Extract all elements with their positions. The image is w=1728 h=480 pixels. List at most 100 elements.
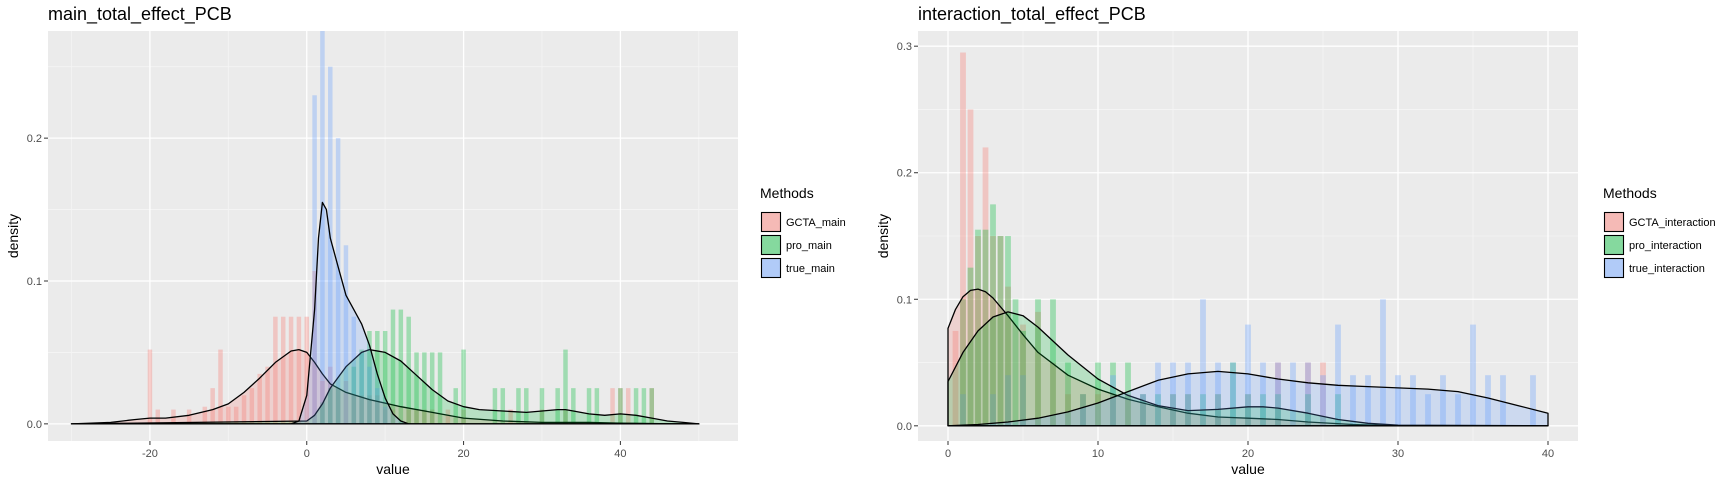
density-area-pro_interaction [948,311,1548,426]
histogram-bar-GCTA_main [288,316,294,424]
legend-label-pro_interaction: pro_interaction [1629,240,1702,252]
legend-label-GCTA_main: GCTA_main [786,217,846,229]
histogram-bar-true_interaction [1425,394,1431,426]
histogram-bar-true_interaction [1215,362,1221,426]
legend-label-true_main: true_main [786,263,835,275]
histogram-bar-pro_main [359,349,364,424]
histogram-bar-pro_main [406,316,411,424]
y-tick-label: 0.1 [27,276,42,288]
histogram-bar-GCTA_interaction [1110,394,1116,426]
legend: Methods GCTA_interaction pro_interactiontr… [1603,185,1716,279]
histogram-bar-true_main [312,95,317,424]
x-tick-label: 0 [945,448,951,460]
y-axis-label: density [5,214,21,258]
histogram-bar-GCTA_interaction [1275,362,1281,426]
histogram-bar-GCTA_interaction [1305,362,1311,426]
y-tick-label: 0.2 [897,168,912,180]
histogram-bar-GCTA_main [202,406,208,424]
histogram-bar-GCTA_main [210,388,215,424]
x-tick-label: 10 [1092,448,1104,460]
histogram-bar-pro_main [453,388,458,424]
chart-panel-1: -20 0 20 40 0.0 0.1 0.2 main_total_effect_PCBva… [5,4,846,477]
density-line-GCTA_main [70,348,700,425]
histogram-bar-true_interaction [1290,362,1296,426]
histogram-bar-pro_interaction [1065,362,1071,426]
histogram-bar-GCTA_main [429,409,435,424]
y-tick-label: 0.3 [897,41,912,53]
legend-label-pro_main: pro_main [786,240,832,252]
histogram-bar-GCTA_main [233,406,239,424]
histogram-bar-pro_main [398,309,404,424]
histogram-bar-GCTA_interaction [960,52,966,426]
histogram-bar-pro_main [641,388,647,424]
histogram-bar-pro_main [563,349,568,424]
histogram-bar-true_interaction [1455,394,1461,426]
legend-key-bg [761,212,781,232]
density-area-pro_main [71,349,699,424]
histogram-bar-GCTA_main [351,395,357,424]
histogram-bar-pro_interaction [967,267,974,426]
density-area-GCTA_main [71,349,699,424]
histogram-bar-GCTA_interaction [982,147,989,426]
histogram-bar-GCTA_interaction [1005,286,1011,426]
histogram-bar-pro_interaction [1012,299,1019,426]
y-axis-label: density [875,214,891,258]
histogram-bar-GCTA_interaction [1245,394,1251,426]
histogram-bar-true_interaction [1410,375,1416,426]
histogram-bar-pro_interaction [982,229,989,426]
histogram-bar-true_interaction [990,394,996,426]
histogram-bar-GCTA_main [406,409,411,424]
legend-key-bg [1604,212,1624,232]
legend-key-bg [1604,235,1624,255]
histogram-bar-pro_main [461,349,466,424]
x-axis-label: value [1231,461,1265,477]
histogram-bar-pro_interaction [1050,299,1056,426]
histogram-bar-true_interaction [1080,394,1086,426]
histogram-bar-pro_main [429,352,435,424]
histogram-bar-GCTA_interaction [967,109,974,426]
histogram-bar-pro_main [382,331,388,424]
histogram-bar-GCTA_main [414,409,419,424]
histogram-bar-true_interaction [1350,375,1356,426]
y-tick-label: 0.1 [897,294,912,306]
histogram-bar-pro_interaction [975,229,981,426]
x-tick-label: 40 [1542,448,1554,460]
histogram-bar-pro_interaction [1275,394,1281,426]
legend-swatch-GCTA_main [760,211,782,233]
histogram-bar-GCTA_main [241,395,247,424]
histogram-bar-pro_interaction [1260,394,1266,426]
histogram-bar-pro_main [571,388,576,424]
histogram-bar-true_main [335,138,341,424]
histogram-bar-true_interaction [1005,375,1011,426]
legend-key-bg [761,258,781,278]
histogram-bar-pro_interaction [1095,362,1101,426]
y-tick-label: 0.0 [897,421,912,433]
histogram-bar-GCTA_main [445,409,451,424]
histogram-bar-GCTA_interaction [1125,394,1131,426]
histogram-bar-pro_interaction [1305,394,1311,426]
legend-label-true_interaction: true_interaction [1629,263,1705,275]
histogram-bar-true_interaction [1275,362,1281,426]
density-area-true_interaction [948,371,1548,426]
histogram-bar-pro_main [500,388,506,424]
chart-title: interaction_total_effect_PCB [918,4,1146,25]
y-tick-label: 0.2 [27,133,42,145]
histogram-bar-true_interaction [1395,375,1401,426]
histogram-bar-true_interaction [1260,362,1266,426]
legend: Methods GCTA_main pro_main true_main [760,185,846,279]
histogram-bar-true_interaction [1320,375,1326,426]
x-tick-label: 20 [1242,448,1254,460]
histogram-bar-GCTA_main [461,409,466,424]
histogram-bar-pro_main [422,352,427,424]
histogram-bar-true_main [351,316,357,424]
histogram-bar-GCTA_interaction [1035,311,1041,426]
legend-swatch-true_main [760,257,782,279]
histogram-bar-GCTA_main [304,316,309,424]
histogram-bar-GCTA_main [625,388,631,424]
histogram-bar-GCTA_main [539,409,545,424]
histogram-bar-true_interaction [1185,362,1191,426]
histogram-bar-true_interaction [1500,375,1506,426]
x-tick-label: 20 [457,448,469,460]
histogram-bar-pro_main [414,352,419,424]
histogram-bar-true_main [320,31,325,424]
